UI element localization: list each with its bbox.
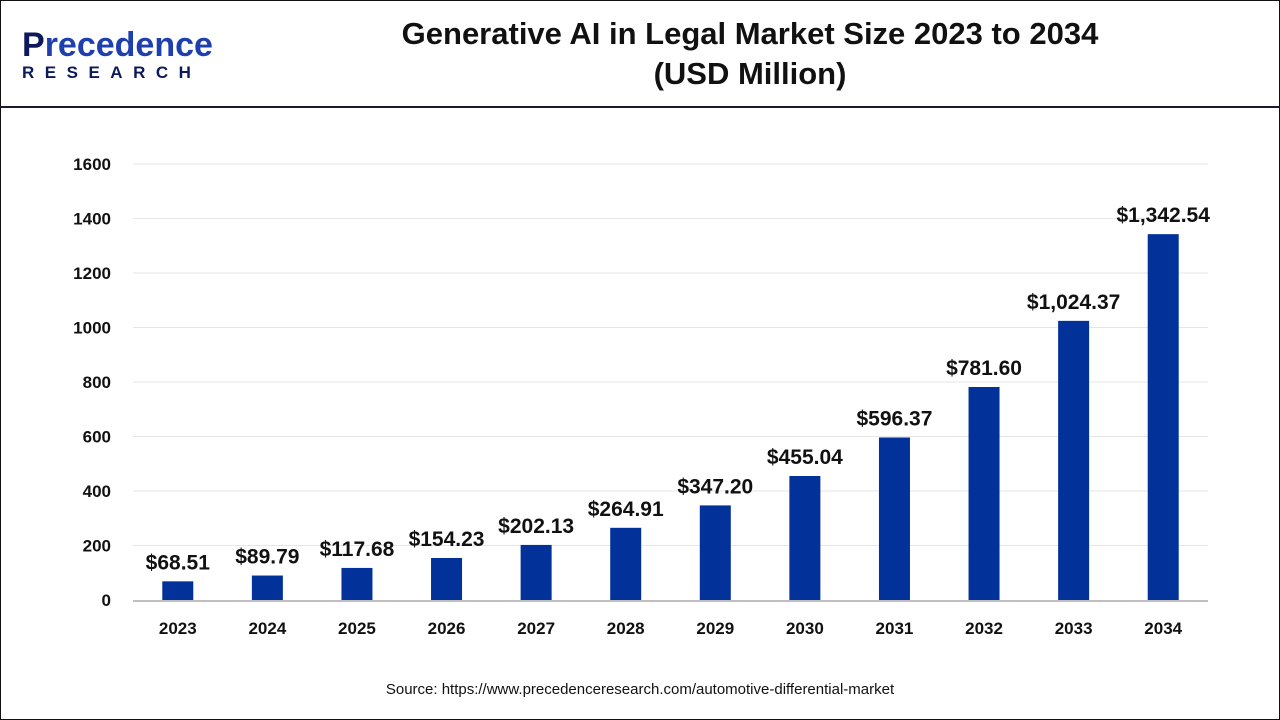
logo: Precedence RESEARCH [22,28,213,83]
bar [520,544,552,600]
logo-main: Precedence [22,26,213,64]
y-tick-label: 200 [83,537,111,556]
bar [1147,234,1179,601]
x-tick-label: 2031 [876,619,914,638]
x-tick-label: 2026 [428,619,466,638]
data-label: $1,342.54 [1116,204,1210,227]
source-text: Source: https://www.precedenceresearch.c… [385,681,895,698]
x-tick-label: 2023 [159,619,197,638]
y-tick-label: 0 [102,591,111,610]
chart-title: Generative AI in Legal Market Size 2023 … [240,14,1260,94]
data-label: $596.37 [856,407,932,430]
x-tick-label: 2024 [248,619,286,638]
data-label: $455.04 [767,446,843,469]
data-label: $89.79 [235,546,299,569]
bar [878,437,910,600]
bar [968,387,1000,600]
bar [610,527,642,600]
bar [431,557,463,600]
x-tick-label: 2033 [1055,619,1093,638]
y-tick-label: 1000 [73,319,111,338]
x-tick-label: 2030 [786,619,824,638]
x-tick-label: 2027 [517,619,555,638]
data-label: $264.91 [588,498,664,521]
data-label: $1,024.37 [1027,291,1120,314]
x-tick-label: 2034 [1144,619,1182,638]
x-tick-label: 2032 [965,619,1003,638]
data-label: $154.23 [409,528,485,551]
bar [341,567,373,600]
header: Precedence RESEARCH Generative AI in Leg… [0,0,1280,108]
y-tick-label: 1600 [73,155,111,174]
data-label: $68.51 [146,551,211,574]
title-line-1: Generative AI in Legal Market Size 2023 … [401,16,1099,51]
bar [251,575,283,600]
y-tick-label: 600 [83,428,111,447]
x-tick-label: 2025 [338,619,376,638]
logo-sub: RESEARCH [22,63,202,82]
y-tick-label: 800 [83,373,111,392]
bar [699,505,731,600]
data-label: $117.68 [320,538,395,561]
data-label: $347.20 [677,475,753,498]
bar [162,581,194,600]
y-tick-label: 400 [83,482,111,501]
data-label: $781.60 [946,357,1022,380]
data-label: $202.13 [498,515,574,538]
x-tick-label: 2029 [696,619,734,638]
y-tick-label: 1200 [73,264,111,283]
y-tick-label: 1400 [73,210,111,229]
bar [789,476,821,600]
x-tick-label: 2028 [607,619,645,638]
title-line-2: (USD Million) [653,56,847,91]
bar [1058,320,1090,600]
